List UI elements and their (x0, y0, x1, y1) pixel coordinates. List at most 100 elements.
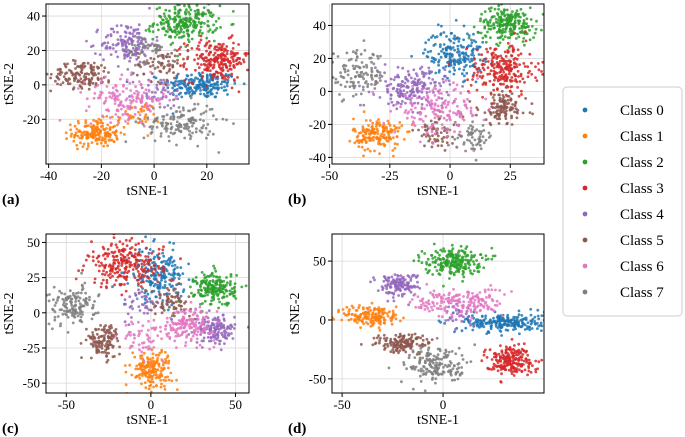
point-class-7 (172, 132, 175, 136)
point-class-1 (138, 367, 142, 370)
point-class-0 (446, 76, 449, 80)
point-class-3 (563, 40, 566, 43)
point-class-5 (516, 111, 519, 115)
point-class-3 (251, 60, 254, 63)
point-class-3 (207, 52, 211, 55)
point-class-6 (148, 79, 152, 83)
point-class-3 (136, 278, 140, 282)
point-class-7 (470, 133, 473, 137)
point-class-2 (467, 36, 471, 40)
point-class-0 (145, 279, 149, 283)
point-class-2 (169, 35, 173, 38)
point-class-3 (205, 49, 208, 53)
point-class-5 (74, 67, 77, 70)
point-class-4 (429, 81, 433, 85)
point-class-3 (493, 78, 496, 82)
panel-label: (a) (2, 192, 20, 208)
point-class-4 (94, 52, 97, 55)
point-class-7 (167, 135, 171, 138)
point-class-0 (182, 82, 186, 86)
point-class-2 (503, 30, 507, 34)
point-class-2 (233, 285, 237, 289)
point-class-0 (505, 319, 508, 322)
point-class-2 (206, 19, 210, 23)
point-class-6 (433, 116, 437, 120)
point-class-7 (174, 128, 178, 132)
point-class-0 (529, 313, 533, 317)
point-class-5 (81, 62, 85, 65)
point-class-5 (511, 107, 515, 110)
point-class-4 (431, 78, 435, 81)
point-class-6 (469, 106, 473, 110)
point-class-2 (208, 302, 212, 306)
point-class-3 (489, 46, 492, 50)
point-class-3 (505, 63, 509, 66)
point-class-3 (212, 59, 216, 63)
point-class-7 (201, 126, 204, 130)
point-class-1 (369, 139, 373, 142)
point-class-7 (355, 48, 359, 52)
point-class-4 (223, 319, 226, 322)
point-class-7 (210, 107, 214, 111)
point-class-1 (377, 118, 380, 121)
point-class-1 (175, 388, 179, 391)
point-class-0 (181, 290, 185, 293)
point-class-0 (430, 36, 433, 39)
point-class-5 (105, 354, 108, 358)
point-class-0 (482, 325, 486, 329)
point-class-3 (231, 55, 235, 58)
point-class-7 (375, 74, 379, 78)
point-class-3 (481, 74, 485, 78)
point-class-5 (80, 356, 83, 359)
point-class-2 (503, 14, 507, 18)
point-class-3 (106, 254, 109, 258)
point-class-5 (506, 121, 509, 125)
point-class-0 (429, 49, 433, 53)
point-class-0 (474, 40, 478, 44)
point-class-5 (59, 83, 63, 86)
point-class-7 (64, 312, 67, 316)
point-class-5 (169, 299, 173, 302)
point-class-1 (371, 121, 374, 125)
point-class-5 (102, 325, 106, 329)
point-class-3 (506, 49, 510, 52)
point-class-0 (463, 60, 466, 64)
point-class-1 (142, 351, 146, 355)
point-class-5 (496, 102, 499, 106)
point-class-2 (222, 285, 226, 289)
point-class-3 (103, 257, 107, 261)
point-class-0 (180, 95, 184, 99)
point-class-6 (431, 142, 435, 145)
point-class-5 (172, 71, 175, 74)
point-class-0 (426, 50, 430, 54)
point-class-0 (202, 92, 206, 96)
point-class-0 (464, 326, 468, 330)
point-class-3 (239, 62, 243, 66)
point-class-1 (167, 361, 170, 365)
point-class-3 (157, 273, 161, 277)
point-class-3 (499, 65, 503, 69)
point-class-7 (358, 66, 362, 70)
point-class-0 (172, 242, 176, 245)
point-class-2 (194, 26, 197, 30)
point-class-0 (471, 314, 474, 318)
point-class-5 (502, 95, 506, 99)
point-class-3 (217, 42, 221, 46)
point-class-2 (225, 289, 229, 293)
point-class-4 (402, 89, 406, 92)
point-class-3 (125, 244, 129, 248)
point-class-6 (92, 96, 96, 100)
point-class-6 (105, 108, 108, 112)
point-class-5 (182, 65, 186, 69)
point-class-0 (165, 269, 169, 273)
point-class-7 (153, 139, 157, 143)
point-class-5 (173, 314, 176, 318)
point-class-0 (203, 88, 207, 91)
point-class-6 (159, 97, 163, 100)
point-class-2 (483, 26, 487, 30)
point-class-1 (378, 152, 381, 156)
point-class-2 (491, 15, 494, 19)
point-class-7 (69, 300, 72, 303)
point-class-4 (202, 336, 206, 340)
point-class-5 (439, 131, 443, 135)
